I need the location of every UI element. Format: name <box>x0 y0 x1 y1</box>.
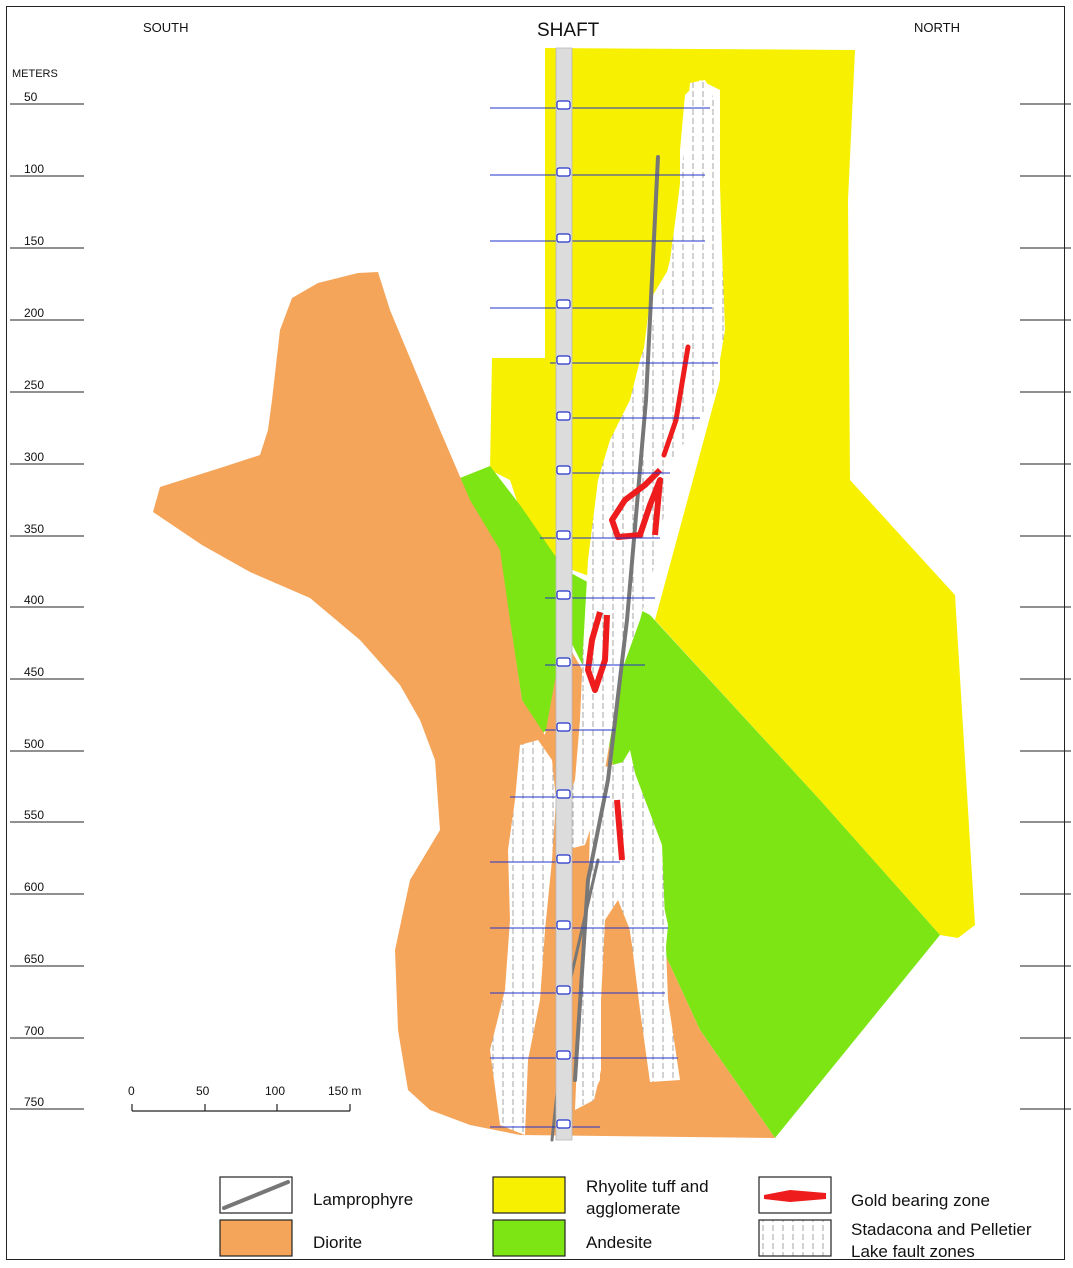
depth-unit-label: METERS <box>12 68 58 80</box>
legend-rhyolite-label-1: Rhyolite tuff and <box>586 1177 709 1196</box>
depth-tick-label: 400 <box>24 593 45 607</box>
depth-tick-label: 650 <box>24 952 45 966</box>
scale-tick-label: 50 <box>196 1084 210 1098</box>
scale-tick-label: 150 m <box>328 1084 362 1098</box>
legend-fault-label-2: Lake fault zones <box>851 1242 975 1261</box>
depth-tick-label: 100 <box>24 162 45 176</box>
depth-tick-label: 750 <box>24 1095 45 1109</box>
depth-tick-label: 550 <box>24 808 45 822</box>
legend-swatch-fault <box>758 1219 832 1257</box>
gold-zone-middle <box>609 467 663 540</box>
shaft-stations <box>556 100 571 1129</box>
depth-tick-lines <box>10 103 1071 1110</box>
fault-zone-upper <box>560 80 725 850</box>
gold-zone-lower <box>585 611 610 693</box>
legend-swatch-rhyolite <box>492 1176 566 1214</box>
depth-tick-label: 200 <box>24 306 45 320</box>
legend-gold-label: Gold bearing zone <box>851 1191 990 1210</box>
legend-rhyolite-label-2: agglomerate <box>586 1199 681 1218</box>
depth-tick-label: 300 <box>24 450 45 464</box>
scale-bar <box>131 1104 351 1112</box>
depth-tick-label: 50 <box>24 90 38 104</box>
legend-diorite-label: Diorite <box>313 1233 363 1252</box>
legend-lamprophyre-label: Lamprophyre <box>313 1190 414 1209</box>
rhyolite-tuff-area <box>490 48 975 938</box>
legend-swatch-andesite <box>492 1219 566 1257</box>
diorite-area <box>153 272 775 1138</box>
depth-tick-label: 700 <box>24 1024 45 1038</box>
direction-south: SOUTH <box>143 20 189 35</box>
depth-tick-label: 450 <box>24 665 45 679</box>
legend-fault-label-1: Stadacona and Pelletier <box>851 1220 1032 1239</box>
andesite-area <box>460 466 940 1138</box>
shaft-label: SHAFT <box>537 20 600 41</box>
gold-zone-deep <box>614 799 625 861</box>
direction-north: NORTH <box>914 20 960 35</box>
fault-zone-lower-south <box>490 740 556 1135</box>
scale-tick-label: 0 <box>128 1084 135 1098</box>
depth-tick-label: 500 <box>24 737 45 751</box>
depth-tick-label: 600 <box>24 880 45 894</box>
fault-zone-lower-branch <box>575 750 676 1110</box>
depth-tick-label: 350 <box>24 522 45 536</box>
gold-zone-upper <box>661 344 691 458</box>
depth-tick-label: 150 <box>24 234 45 248</box>
diagram-frame <box>6 6 1065 1260</box>
legend-swatch-diorite <box>219 1219 293 1257</box>
depth-tick-label: 250 <box>24 378 45 392</box>
scale-tick-label: 100 <box>265 1084 286 1098</box>
legend-andesite-label: Andesite <box>586 1233 653 1252</box>
legend-swatches <box>219 1176 832 1257</box>
